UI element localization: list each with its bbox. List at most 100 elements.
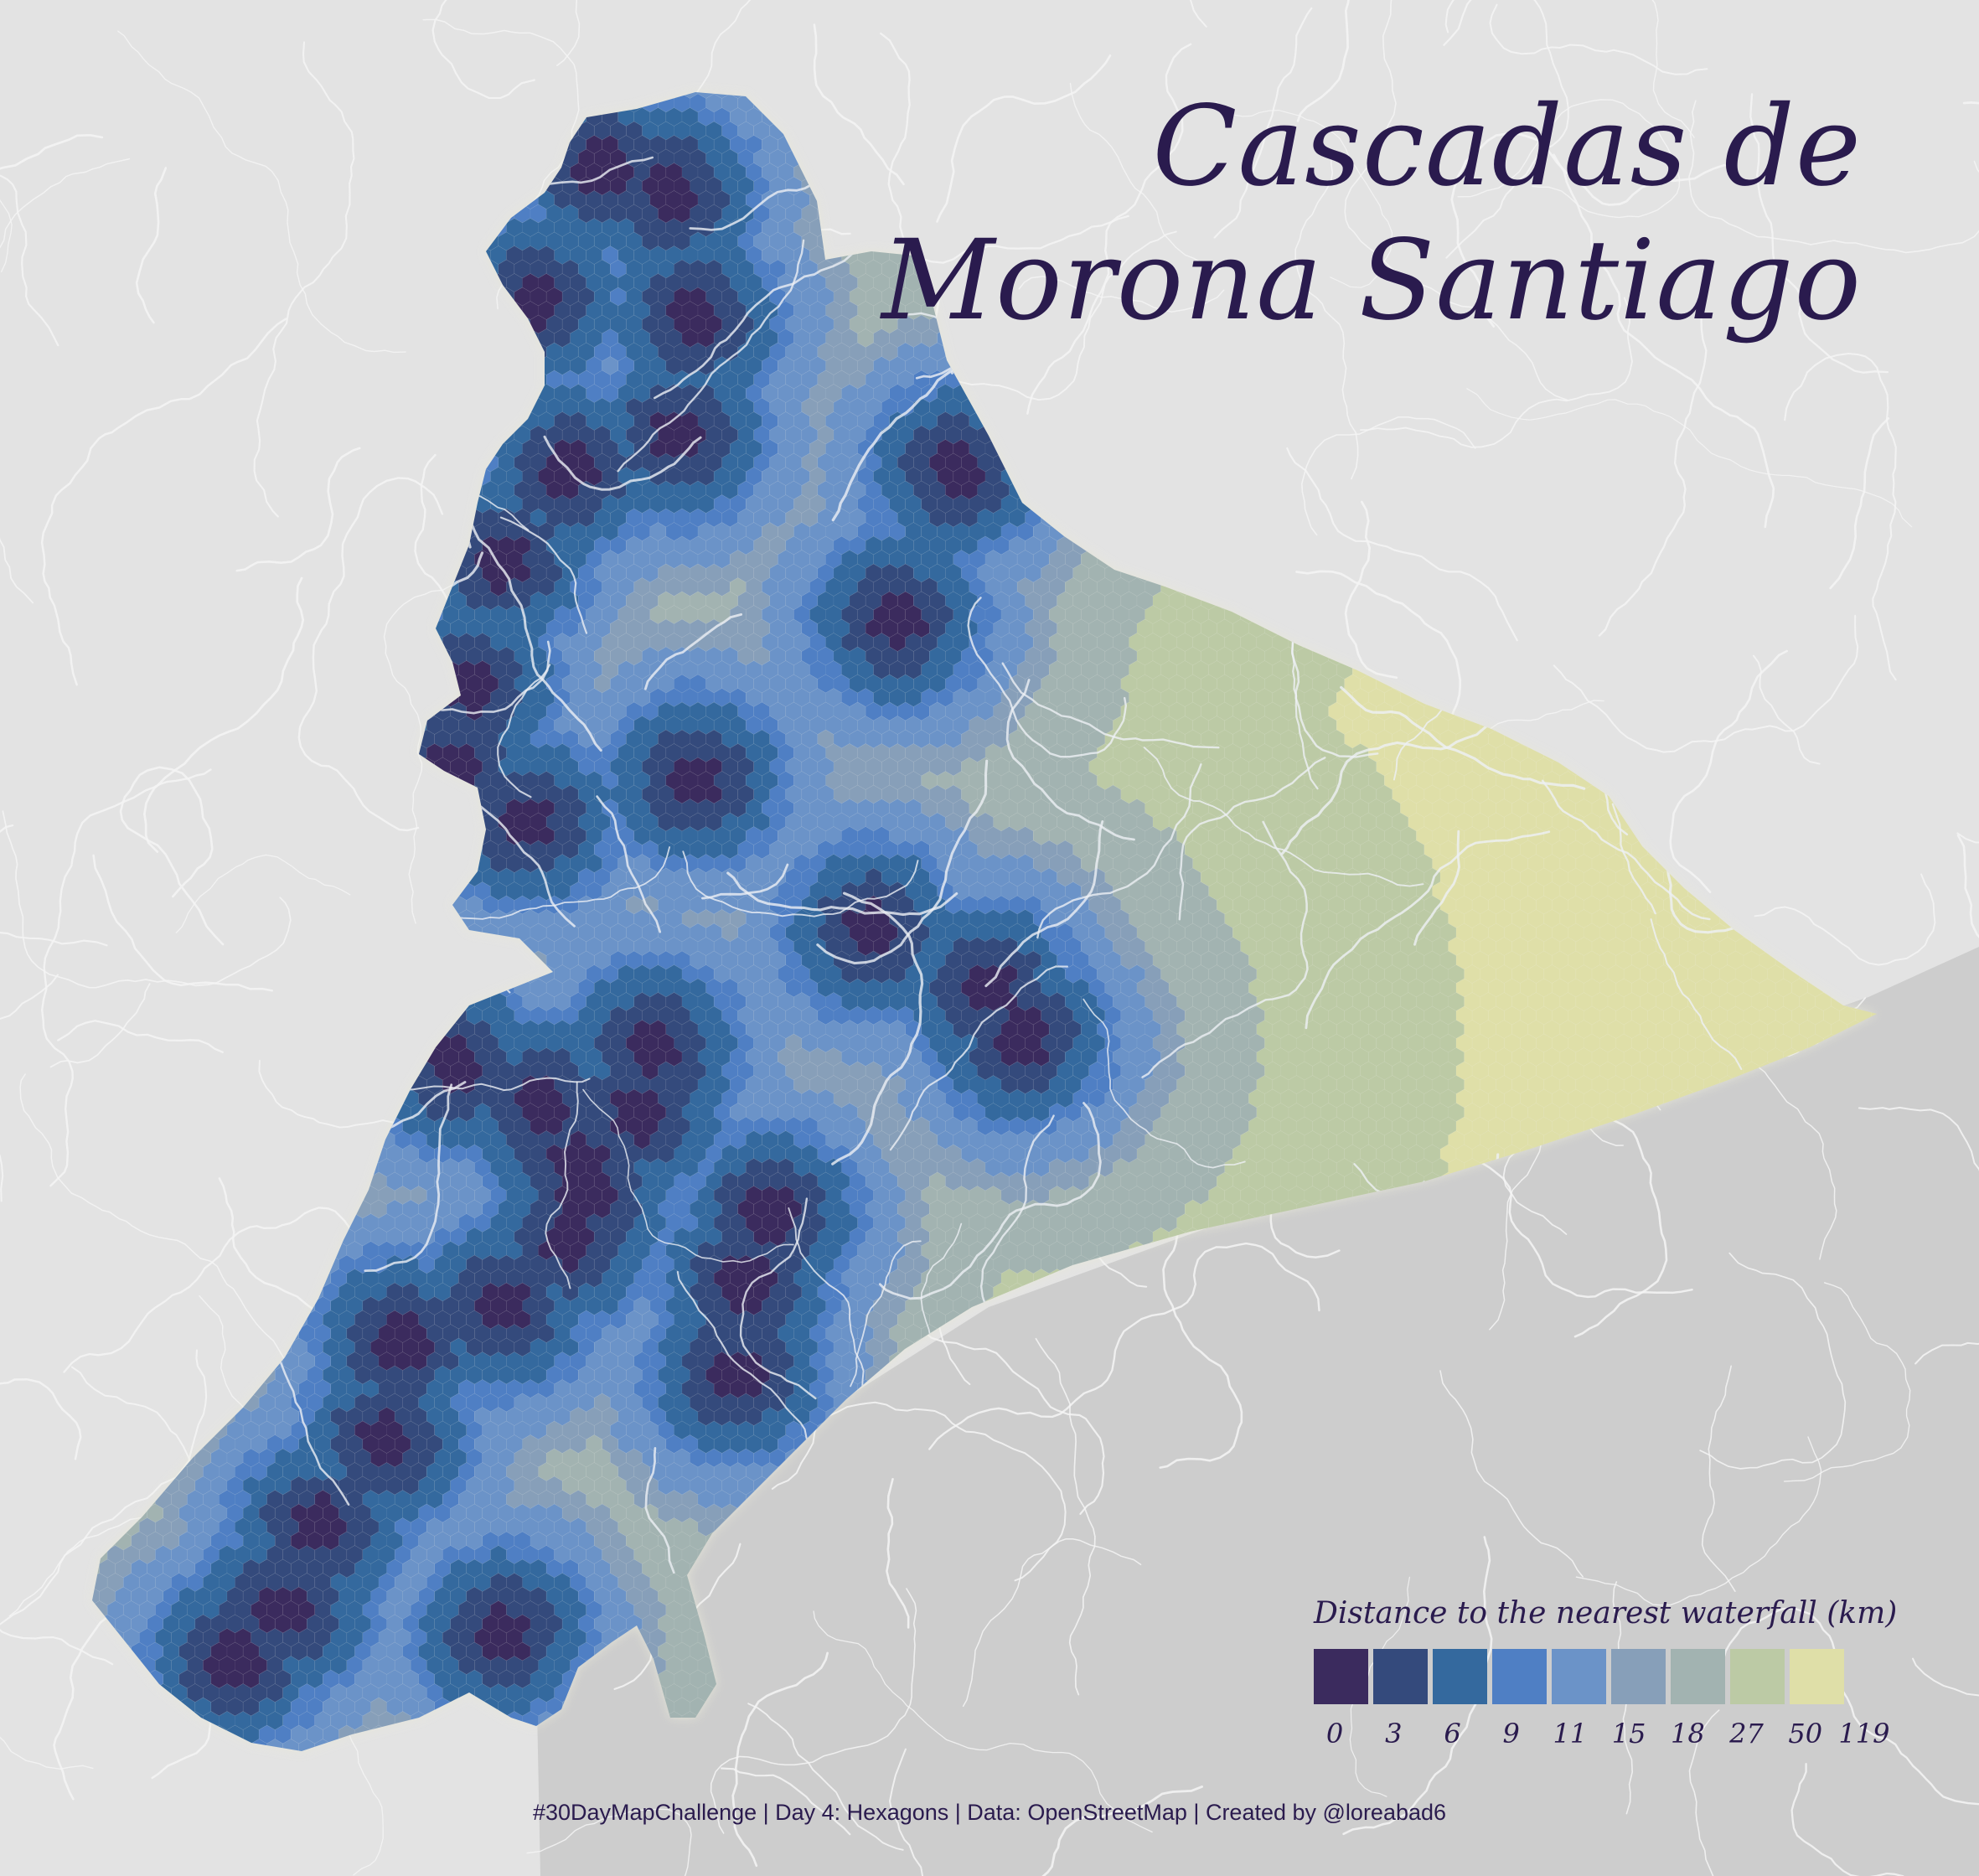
hexagon-cell — [346, 605, 364, 624]
hexagon-cell — [466, 204, 483, 224]
hexagon-cell — [314, 301, 332, 320]
hexagon-cell — [106, 356, 124, 375]
hexagon-cell — [1806, 452, 1824, 473]
hexagon-cell — [219, 218, 235, 237]
hexagon-cell — [410, 328, 427, 348]
hexagon-cell — [274, 425, 292, 445]
hexagon-cell — [314, 550, 332, 569]
hexagon-cell — [92, 370, 100, 390]
hexagon-cell — [163, 66, 179, 85]
hexagon-cell — [419, 66, 435, 85]
hexagon-cell — [1312, 591, 1329, 611]
hexagon-cell — [235, 273, 251, 292]
hexagon-cell — [402, 259, 419, 279]
hexagon-cell — [171, 273, 188, 292]
hexagon-cell — [235, 328, 251, 348]
hexagon-cell — [1097, 467, 1114, 486]
hexagon-cell — [298, 550, 316, 569]
hexagon-cell — [1145, 356, 1161, 375]
hexagon-cell — [1527, 411, 1545, 431]
hexagon-cell — [1081, 522, 1098, 541]
hexagon-cell — [99, 342, 116, 362]
hexagon-cell — [1455, 370, 1473, 390]
hexagon-cell — [394, 522, 411, 541]
hexagon-cell — [530, 148, 547, 168]
hexagon-cell — [99, 370, 116, 390]
hexagon-cell — [1568, 480, 1584, 500]
hexagon-cell — [75, 633, 91, 652]
hexagon-cell — [106, 218, 124, 237]
hexagon-cell — [1360, 591, 1377, 611]
hexagon-cell — [179, 66, 195, 85]
hexagon-cell — [1264, 563, 1281, 583]
hexagon-cell — [1623, 633, 1641, 652]
hexagon-cell — [187, 522, 204, 541]
hexagon-cell — [210, 148, 228, 168]
hexagon-cell — [482, 370, 499, 390]
hexagon-cell — [434, 176, 452, 196]
hexagon-cell — [1217, 535, 1233, 556]
hexagon-cell — [402, 370, 419, 390]
hexagon-cell — [1751, 633, 1768, 652]
hexagon-cell — [226, 452, 244, 473]
hexagon-cell — [203, 467, 220, 486]
hexagon-cell — [514, 342, 531, 362]
hexagon-cell — [1552, 425, 1568, 445]
hexagon-cell — [282, 439, 300, 458]
hexagon-cell — [1280, 591, 1297, 611]
hexagon-cell — [1200, 397, 1217, 417]
hexagon-cell — [1687, 522, 1704, 541]
hexagon-cell — [266, 633, 284, 652]
hexagon-cell — [1503, 591, 1521, 611]
hexagon-cell — [1751, 577, 1768, 597]
hexagon-cell — [298, 439, 316, 458]
hexagon-cell — [138, 494, 156, 514]
hexagon-cell — [147, 646, 164, 666]
hexagon-cell — [266, 218, 284, 237]
hexagon-cell — [1160, 550, 1177, 569]
hexagon-cell — [1719, 550, 1736, 569]
river-line — [1449, 1121, 1693, 1299]
hexagon-cell — [1879, 302, 1895, 320]
hexagon-cell — [1272, 467, 1289, 486]
hexagon-cell — [394, 633, 411, 652]
hexagon-cell — [1097, 384, 1114, 403]
hexagon-cell — [1687, 577, 1704, 597]
hexagon-cell — [1408, 591, 1425, 611]
hexagon-cell — [1256, 439, 1274, 458]
hexagon-cell — [1152, 425, 1170, 445]
hexagon-cell — [1081, 356, 1098, 375]
hexagon-cell — [1065, 494, 1082, 514]
hexagon-cell — [235, 163, 251, 182]
hexagon-cell — [1248, 397, 1265, 417]
hexagon-cell — [754, 66, 770, 85]
hexagon-cell — [434, 204, 452, 224]
hexagon-cell — [1439, 535, 1457, 556]
hexagon-cell — [1032, 411, 1050, 431]
hexagon-cell — [266, 605, 284, 624]
hexagon-cell — [178, 231, 196, 251]
hexagon-cell — [106, 107, 124, 127]
hexagon-cell — [1041, 480, 1057, 500]
hexagon-cell — [418, 397, 436, 417]
hexagon-cell — [274, 370, 292, 390]
hexagon-cell — [1735, 439, 1752, 458]
hexagon-cell — [155, 107, 172, 127]
hexagon-cell — [1520, 563, 1537, 583]
hexagon-cell — [282, 605, 300, 624]
hexagon-cell — [1184, 452, 1201, 473]
hexagon-cell — [1727, 591, 1744, 611]
hexagon-cell — [1448, 439, 1465, 458]
hexagon-cell — [354, 563, 371, 583]
hexagon-cell — [1328, 591, 1345, 611]
hexagon-cell — [138, 107, 156, 127]
hexagon-cell — [298, 494, 316, 514]
hexagon-cell — [649, 92, 667, 99]
hexagon-cell — [1568, 370, 1584, 390]
hexagon-cell — [1679, 452, 1697, 473]
hexagon-cell — [354, 121, 371, 141]
hexagon-cell — [306, 397, 323, 417]
hexagon-cell — [450, 93, 468, 113]
hexagon-cell — [386, 452, 403, 473]
hexagon-cell — [1552, 535, 1568, 556]
